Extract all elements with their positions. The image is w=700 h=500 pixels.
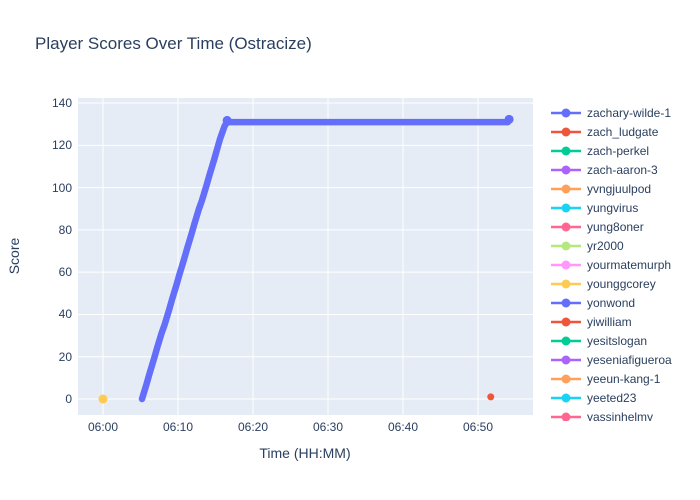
legend-line-marker-icon (551, 317, 581, 326)
legend-line-marker-icon (551, 108, 581, 117)
series-marker-younggcorey[interactable] (98, 394, 108, 404)
x-tick-label: 06:40 (387, 420, 419, 434)
legend-item-label: yvngjuulpod (587, 181, 652, 196)
legend-item-label: zach-perkel (587, 143, 650, 158)
legend-line-marker-icon (551, 222, 581, 231)
legend-item-zachary-wilde-1[interactable]: zachary-wilde-1 (550, 103, 700, 122)
legend-item-label: younggcorey (587, 276, 656, 291)
legend-line-marker-icon (551, 165, 581, 174)
legend-line-marker-icon (551, 374, 581, 383)
y-tick-label: 100 (51, 180, 72, 195)
legend-item-yourmatemurph[interactable]: yourmatemurph (550, 255, 700, 274)
legend-item-label: yourmatemurph (587, 257, 672, 272)
legend-item-yeseniafigueroa[interactable]: yeseniafigueroa (550, 350, 700, 369)
legend-item-label: zach_ludgate (587, 124, 659, 139)
chart-title: Player Scores Over Time (Ostracize) (35, 34, 312, 53)
legend-item-zach-aaron-3[interactable]: zach-aaron-3 (550, 160, 700, 179)
x-tick-label: 06:50 (462, 420, 494, 434)
legend-item-yr2000[interactable]: yr2000 (550, 236, 700, 255)
legend-item-label: yungvirus (587, 200, 639, 215)
legend-item-yeeted23[interactable]: yeeted23 (550, 388, 700, 407)
legend-line-marker-icon (551, 279, 581, 288)
legend-line-marker-icon (551, 127, 581, 136)
legend-item-yonwond[interactable]: yonwond (550, 293, 700, 312)
legend-item-label: yeeun-kang-1 (587, 371, 661, 386)
y-tick-label: 80 (58, 222, 72, 237)
series-line-zachary-wilde-1[interactable] (138, 116, 513, 403)
x-axis-title: Time (HH:MM) (259, 445, 351, 461)
legend: zachary-wilde-1 zach_ludgate zach-perkel za… (550, 103, 700, 421)
legend-item-label: zachary-wilde-1 (587, 105, 672, 120)
legend-line-marker-icon (551, 203, 581, 212)
legend-item-yiwilliam[interactable]: yiwilliam (550, 312, 700, 331)
y-tick-label: 120 (51, 138, 72, 153)
legend-line-marker-icon (551, 146, 581, 155)
legend-item-zach_ludgate[interactable]: zach_ludgate (550, 122, 700, 141)
legend-item-yassinhelmy[interactable]: yassinhelmy (550, 407, 700, 421)
legend-item-younggcorey[interactable]: younggcorey (550, 274, 700, 293)
legend-item-yung8oner[interactable]: yung8oner (550, 217, 700, 236)
legend-item-label: yeseniafigueroa (587, 352, 672, 367)
y-tick-label: 40 (58, 307, 72, 322)
x-tick-label: 06:10 (162, 420, 194, 434)
legend-item-label: yassinhelmy (587, 409, 654, 422)
legend-line-marker-icon (551, 298, 581, 307)
x-tick-label: 06:30 (312, 420, 344, 434)
legend-item-label: zach-aaron-3 (587, 162, 658, 177)
series-marker-zachary-wilde-1[interactable] (222, 115, 232, 125)
y-tick-label: 60 (58, 265, 72, 280)
x-tick-label: 06:00 (87, 420, 119, 434)
legend-line-marker-icon (551, 355, 581, 364)
legend-item-yvngjuulpod[interactable]: yvngjuulpod (550, 179, 700, 198)
y-axis-title: Score (6, 237, 22, 275)
legend-line-marker-icon (551, 184, 581, 193)
legend-item-label: yiwilliam (587, 314, 632, 329)
series-marker-zach_ludgate[interactable] (487, 393, 495, 401)
legend-item-label: yung8oner (587, 219, 644, 234)
legend-item-yeeun-kang-1[interactable]: yeeun-kang-1 (550, 369, 700, 388)
legend-line-marker-icon (551, 241, 581, 250)
legend-line-marker-icon (551, 260, 581, 269)
legend-item-yesitslogan[interactable]: yesitslogan (550, 331, 700, 350)
legend-item-zach-perkel[interactable]: zach-perkel (550, 141, 700, 160)
series-marker-zachary-wilde-1[interactable] (504, 114, 514, 124)
legend-item-label: yeeted23 (587, 390, 637, 405)
y-tick-label: 20 (58, 349, 72, 364)
y-tick-label: 0 (65, 392, 72, 406)
legend-line-marker-icon (551, 336, 581, 345)
legend-line-marker-icon (551, 393, 581, 402)
legend-item-label: yesitslogan (587, 333, 648, 348)
legend-line-marker-icon (551, 412, 581, 421)
x-tick-label: 06:20 (237, 420, 269, 434)
legend-item-label: yr2000 (587, 238, 624, 253)
legend-item-label: yonwond (587, 295, 636, 310)
legend-item-yungvirus[interactable]: yungvirus (550, 198, 700, 217)
y-tick-label: 140 (51, 96, 72, 111)
